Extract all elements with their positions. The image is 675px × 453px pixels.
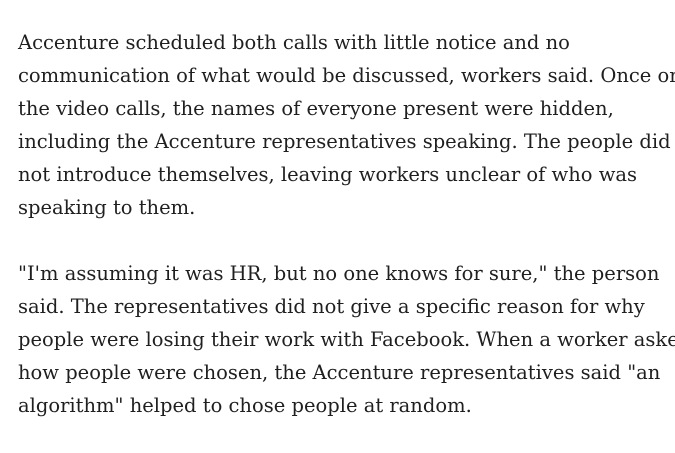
paragraph: "I'm assuming it was HR, but no one know…	[18, 257, 675, 422]
text-line: not introduce themselves, leaving worker…	[18, 163, 638, 186]
text-line: speaking to them.	[18, 196, 196, 219]
text-line: Accenture scheduled both calls with litt…	[18, 31, 570, 54]
text-line: communication of what would be discussed…	[18, 64, 675, 87]
text-line: said. The representatives did not give a…	[18, 295, 645, 318]
text-line: people were losing their work with Faceb…	[18, 328, 675, 351]
text-line: "I'm assuming it was HR, but no one know…	[18, 262, 660, 285]
text-line: including the Accenture representatives …	[18, 130, 671, 153]
text-line: algorithm" helped to chose people at ran…	[18, 394, 472, 417]
paragraph: Accenture scheduled both calls with litt…	[18, 26, 675, 224]
text-line: the video calls, the names of everyone p…	[18, 97, 614, 120]
text-line: how people were chosen, the Accenture re…	[18, 361, 661, 384]
article-body: Accenture scheduled both calls with litt…	[18, 26, 675, 422]
